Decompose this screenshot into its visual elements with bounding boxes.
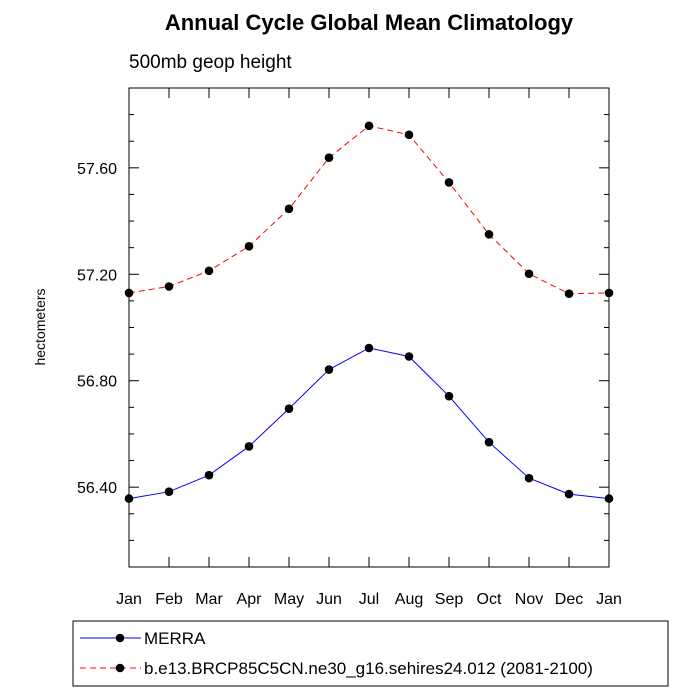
y-tick-label: 57.20 — [77, 267, 117, 284]
x-tick-label: Aug — [395, 591, 423, 608]
series-1 — [124, 343, 614, 503]
data-point — [324, 153, 334, 163]
series-line — [128, 347, 610, 500]
data-point — [204, 470, 214, 480]
x-tick-label: Jul — [359, 591, 379, 608]
chart-subtitle: 500mb geop height — [129, 52, 292, 73]
data-point — [524, 269, 534, 279]
data-point — [444, 178, 454, 187]
legend-marker — [115, 663, 125, 673]
plot-frame — [128, 87, 610, 568]
y-tick-label: 56.80 — [77, 374, 117, 391]
x-tick-label: Sep — [435, 591, 464, 608]
data-point — [244, 242, 254, 251]
data-point — [564, 489, 574, 499]
y-tick-label: 56.40 — [77, 480, 117, 497]
data-point — [124, 494, 134, 503]
data-point — [244, 442, 254, 451]
data-point — [364, 121, 374, 131]
data-point — [444, 391, 454, 401]
data-point — [364, 343, 374, 353]
x-tick-label: Apr — [237, 591, 263, 608]
data-point — [204, 266, 214, 276]
data-point — [164, 282, 174, 291]
data-point — [284, 204, 294, 214]
legend-box — [72, 620, 669, 687]
x-tick-label: Jun — [316, 591, 342, 608]
legend-label: MERRA — [144, 629, 206, 648]
data-point — [324, 365, 334, 374]
x-tick-label: Dec — [555, 591, 583, 608]
data-point — [164, 487, 174, 496]
data-point — [124, 288, 134, 298]
chart-title: Annual Cycle Global Mean Climatology — [165, 10, 574, 35]
legend: MERRA b.e13.BRCP85C5CN.ne30_g16.sehires24… — [72, 620, 669, 687]
legend-label: b.e13.BRCP85C5CN.ne30_g16.sehires24.012 … — [144, 659, 593, 678]
y-tick-labels: 56.40 56.80 57.20 57.60 — [77, 161, 117, 497]
series-2 — [124, 121, 614, 299]
data-point — [524, 473, 534, 483]
x-tick-label: Jan — [116, 591, 142, 608]
data-point — [564, 289, 574, 299]
data-point — [404, 352, 414, 361]
x-tick-label: Feb — [155, 591, 183, 608]
x-tick-label: Jan — [596, 591, 622, 608]
data-point — [604, 494, 614, 503]
series-layer — [124, 121, 614, 503]
series-line — [128, 125, 610, 295]
axis-ticks — [128, 87, 610, 568]
x-tick-label: Oct — [477, 591, 502, 608]
x-tick-labels: Jan Feb Mar Apr May Jun Jul Aug Sep Oct Nov Dec Jan — [116, 591, 622, 608]
data-point — [284, 404, 294, 413]
y-axis-label: hectometers — [32, 288, 48, 365]
x-tick-label: May — [274, 591, 304, 608]
x-tick-label: Nov — [515, 591, 543, 608]
legend-marker — [115, 633, 125, 643]
data-point — [484, 437, 494, 447]
data-point — [604, 288, 614, 298]
data-point — [484, 230, 494, 239]
y-tick-label: 57.60 — [77, 161, 117, 178]
data-point — [404, 130, 414, 140]
x-tick-label: Mar — [195, 591, 223, 608]
